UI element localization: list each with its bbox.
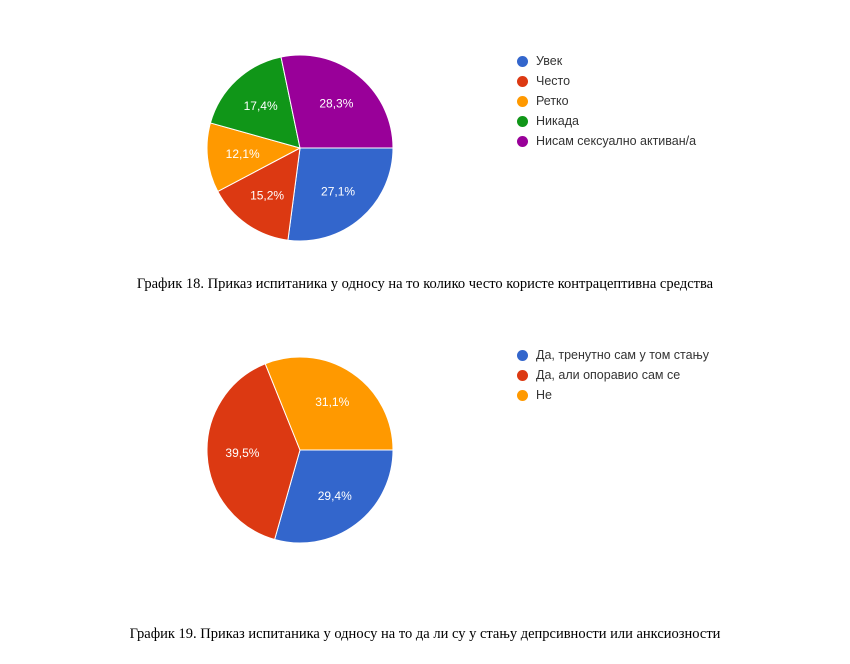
legend-item: Нисам сексуално активан/а bbox=[517, 131, 696, 151]
legend-label: Нисам сексуално активан/а bbox=[536, 134, 697, 148]
legend-19: Да, тренутно сам у том стању Да, али опо… bbox=[517, 345, 709, 405]
slice-label: 28,3% bbox=[319, 96, 353, 110]
legend-item: Да, тренутно сам у том стању bbox=[517, 345, 709, 365]
legend-18: Увек Често Ретко Никада Нисам сексуално … bbox=[517, 51, 696, 151]
legend-label: Увек bbox=[536, 54, 563, 68]
pie-slice bbox=[287, 147, 394, 242]
legend-label: Не bbox=[536, 388, 552, 402]
pie-19: 29,4% 39,5% 31,1% bbox=[206, 356, 394, 544]
legend-item: Ретко bbox=[517, 91, 696, 111]
slice-label: 12,1% bbox=[226, 147, 260, 161]
legend-swatch-icon bbox=[517, 75, 528, 87]
legend-label: Често bbox=[536, 74, 571, 88]
legend-label: Ретко bbox=[536, 94, 569, 108]
slice-label: 29,4% bbox=[318, 489, 352, 503]
legend-item: Често bbox=[517, 71, 696, 91]
legend-item: Никада bbox=[517, 111, 696, 131]
slice-label: 15,2% bbox=[250, 188, 284, 202]
pie-slice bbox=[206, 122, 302, 193]
legend-swatch-icon bbox=[517, 135, 528, 147]
legend-item: Увек bbox=[517, 51, 696, 71]
pie-slice bbox=[206, 363, 301, 541]
slice-label: 39,5% bbox=[225, 446, 259, 460]
pie-slice bbox=[273, 449, 394, 544]
pie-slice bbox=[280, 54, 394, 149]
legend-swatch-icon bbox=[517, 95, 528, 107]
legend-swatch-icon bbox=[517, 369, 528, 381]
chart-caption: График 18. Приказ испитаника у односу на… bbox=[136, 276, 714, 292]
legend-label: Никада bbox=[536, 114, 579, 128]
legend-swatch-icon bbox=[517, 55, 528, 67]
chart-caption: График 19. Приказ испитаника у односу на… bbox=[129, 626, 721, 642]
legend-swatch-icon bbox=[517, 115, 528, 127]
pie-chart-18: 27,1% 15,2% 12,1% 17,4% 28,3% Увек Често Рет… bbox=[0, 0, 850, 300]
slice-label: 17,4% bbox=[244, 99, 278, 113]
legend-label: Да, али опоравио сам се bbox=[536, 368, 681, 382]
pie-slice bbox=[209, 56, 301, 149]
legend-swatch-icon bbox=[517, 389, 528, 401]
legend-item: Не bbox=[517, 385, 709, 405]
pie-18: 27,1% 15,2% 12,1% 17,4% 28,3% bbox=[206, 54, 394, 242]
slice-label: 31,1% bbox=[315, 395, 349, 409]
pie-chart-19: 29,4% 39,5% 31,1% Да, тренутно сам у том с… bbox=[0, 330, 850, 664]
pie-slice bbox=[264, 356, 394, 451]
legend-label: Да, тренутно сам у том стању bbox=[536, 348, 709, 362]
legend-swatch-icon bbox=[517, 349, 528, 361]
slice-label: 27,1% bbox=[321, 184, 355, 198]
legend-item: Да, али опоравио сам се bbox=[517, 365, 709, 385]
pie-slice bbox=[217, 147, 301, 241]
